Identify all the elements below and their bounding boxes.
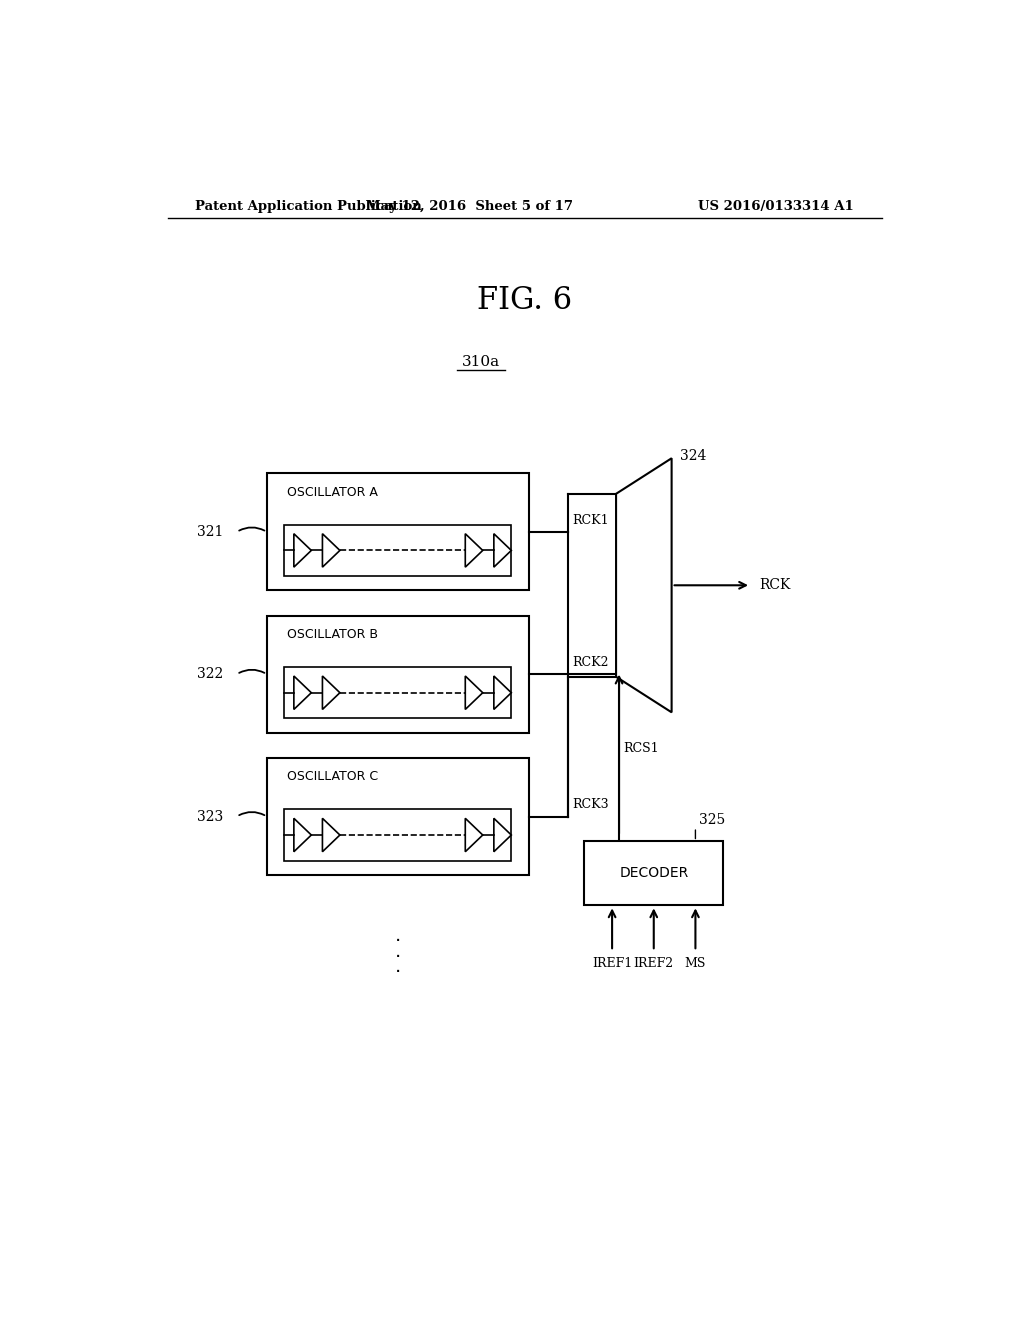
Text: OSCILLATOR A: OSCILLATOR A	[287, 486, 378, 499]
Text: 322: 322	[197, 667, 223, 681]
Polygon shape	[465, 818, 482, 851]
Bar	[285, 667, 511, 718]
Text: 325: 325	[699, 813, 726, 828]
Bar	[267, 615, 528, 733]
Text: 321: 321	[197, 525, 223, 539]
Polygon shape	[323, 818, 340, 851]
Text: RCK: RCK	[759, 578, 791, 593]
Bar	[285, 525, 511, 576]
Polygon shape	[323, 533, 340, 568]
Polygon shape	[494, 533, 511, 568]
Text: IREF1: IREF1	[592, 957, 632, 970]
Polygon shape	[465, 533, 482, 568]
Text: MS: MS	[685, 957, 707, 970]
Bar	[267, 474, 528, 590]
Polygon shape	[616, 458, 672, 713]
Text: DECODER: DECODER	[620, 866, 688, 880]
Text: FIG. 6: FIG. 6	[477, 285, 572, 317]
Text: .: .	[394, 941, 401, 961]
Text: US 2016/0133314 A1: US 2016/0133314 A1	[698, 199, 854, 213]
Text: 323: 323	[197, 809, 223, 824]
Text: .: .	[394, 957, 401, 975]
Text: RCK3: RCK3	[572, 799, 609, 812]
Text: RCS1: RCS1	[623, 742, 658, 755]
Polygon shape	[294, 676, 311, 709]
Text: May 12, 2016  Sheet 5 of 17: May 12, 2016 Sheet 5 of 17	[366, 199, 572, 213]
Text: RCK1: RCK1	[572, 513, 609, 527]
Polygon shape	[494, 818, 511, 851]
Text: RCK2: RCK2	[572, 656, 609, 669]
Polygon shape	[323, 676, 340, 709]
Polygon shape	[294, 818, 311, 851]
Bar	[585, 841, 723, 906]
Text: .: .	[394, 927, 401, 945]
Text: OSCILLATOR B: OSCILLATOR B	[287, 628, 378, 642]
Text: OSCILLATOR C: OSCILLATOR C	[287, 771, 378, 783]
Polygon shape	[494, 676, 511, 709]
Text: IREF2: IREF2	[634, 957, 674, 970]
Text: 324: 324	[680, 449, 706, 463]
Polygon shape	[465, 676, 482, 709]
Bar	[267, 758, 528, 875]
Bar	[285, 809, 511, 861]
Polygon shape	[294, 533, 311, 568]
Text: Patent Application Publication: Patent Application Publication	[196, 199, 422, 213]
Text: 310a: 310a	[462, 355, 500, 368]
